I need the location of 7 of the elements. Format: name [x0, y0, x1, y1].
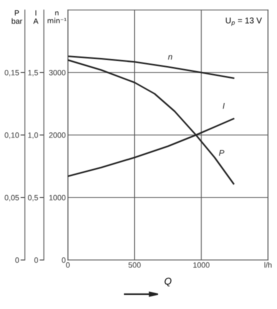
- annotation: U$_{p}$ = 13 V: [226, 18, 262, 26]
- x-axis-title: Q: [164, 278, 172, 286]
- series-label: I: [222, 102, 225, 109]
- line-series: [68, 55, 234, 79]
- line-series: [68, 59, 234, 185]
- series-label: P: [219, 150, 224, 156]
- series-label: n: [168, 55, 172, 60]
